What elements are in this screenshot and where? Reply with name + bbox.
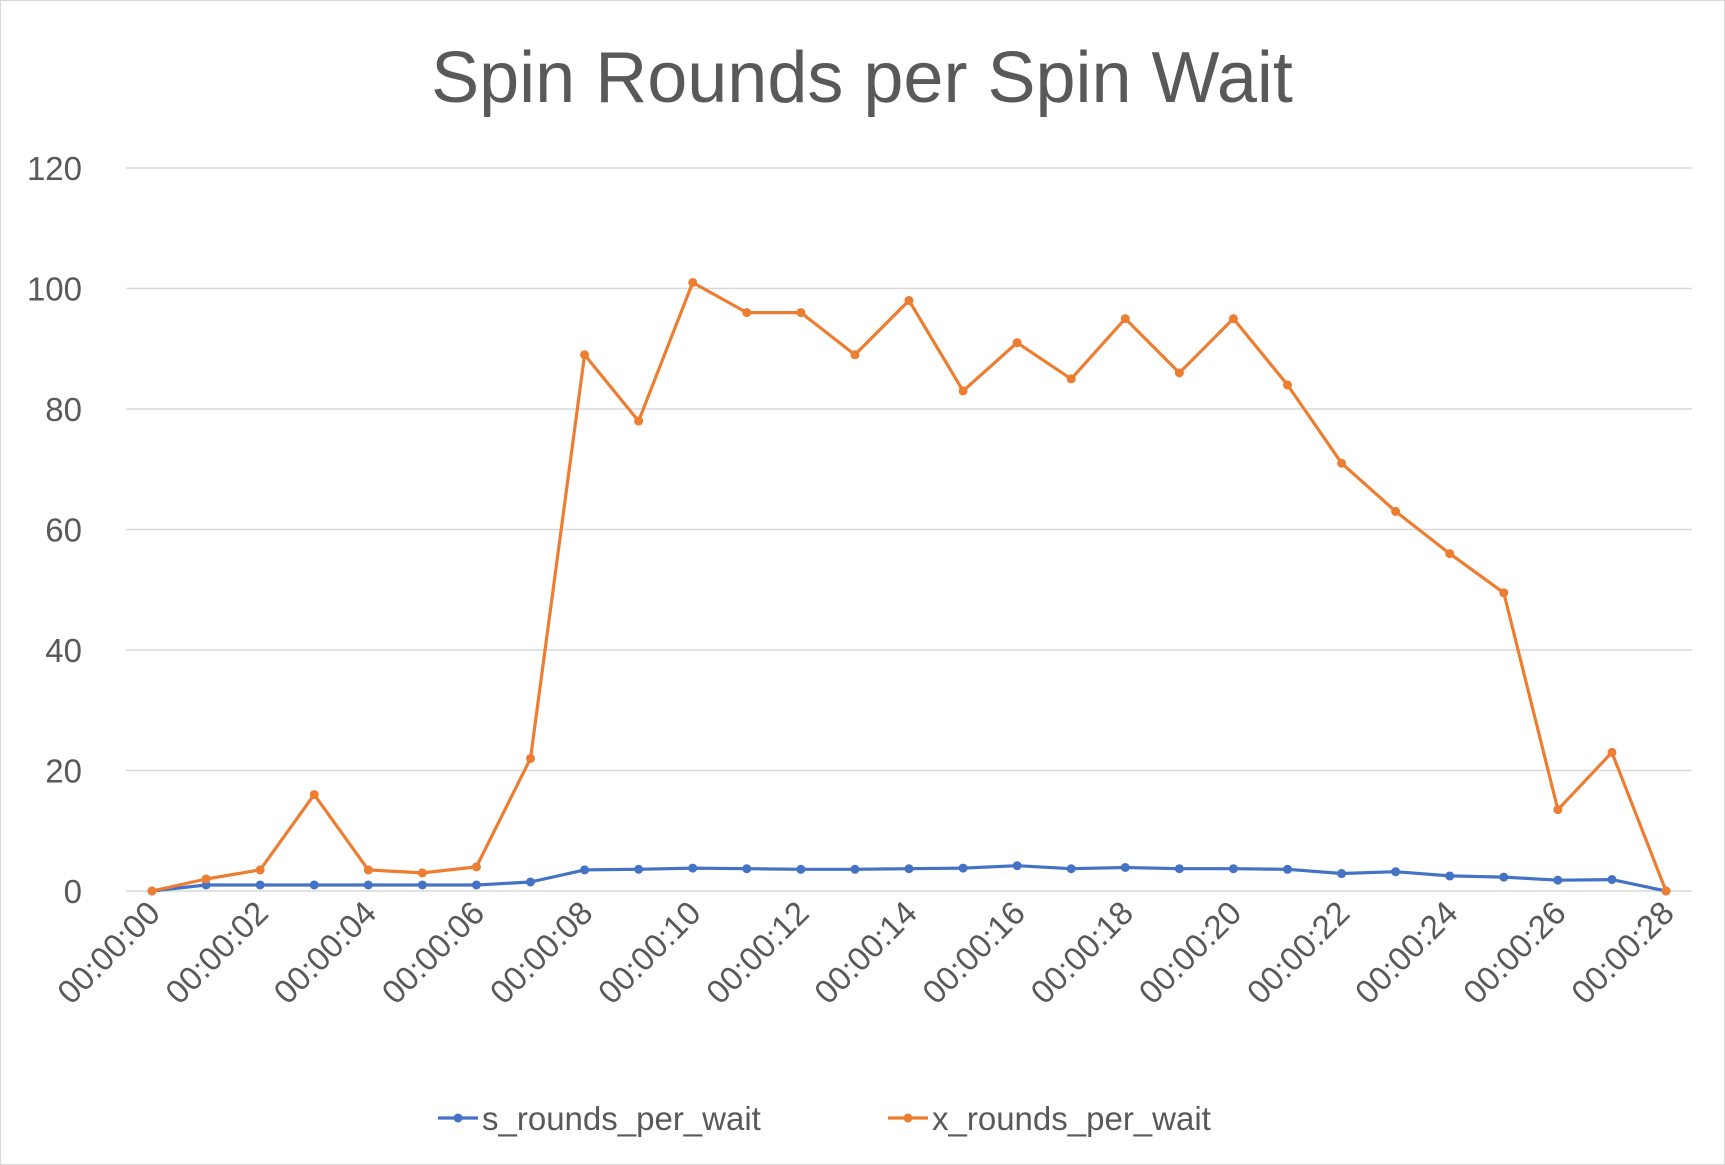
data-point (201, 874, 211, 884)
x-tick-label: 00:00:10 (591, 894, 708, 1011)
legend-swatch-marker (903, 1113, 913, 1123)
data-point (634, 416, 644, 426)
data-point (1391, 867, 1401, 877)
x-tick-label: 00:00:06 (374, 894, 491, 1011)
x-tick-label: 00:00:00 (50, 894, 167, 1011)
data-point (958, 386, 968, 396)
data-point (796, 308, 806, 318)
x-tick-label: 00:00:28 (1564, 894, 1681, 1011)
data-point (1445, 549, 1455, 559)
data-point (1283, 864, 1292, 874)
y-tick-label: 20 (45, 753, 82, 790)
data-point (688, 863, 698, 873)
data-point (958, 863, 968, 873)
x-tick-label: 00:00:20 (1131, 894, 1248, 1011)
data-point (1012, 338, 1022, 348)
series-layer (147, 277, 1671, 896)
y-axis-ticks: 0 20 40 60 80 100 120 (27, 150, 82, 910)
x-tick-label: 00:00:24 (1348, 894, 1465, 1011)
series-x_rounds_per_wait (147, 277, 1671, 896)
data-point (309, 790, 319, 800)
data-point (363, 865, 373, 875)
data-point (417, 868, 427, 878)
chart-title: Spin Rounds per Spin Wait (431, 38, 1293, 118)
legend-swatch-marker (453, 1113, 463, 1123)
data-point (1607, 875, 1617, 885)
data-point (904, 296, 914, 306)
data-point (1174, 864, 1184, 874)
legend-label: s_rounds_per_wait (482, 1100, 761, 1137)
data-point (850, 350, 860, 360)
data-point (526, 877, 535, 887)
data-point (634, 864, 644, 874)
data-point (471, 862, 481, 872)
data-point (255, 880, 265, 890)
data-point (309, 880, 319, 890)
y-tick-label: 0 (64, 873, 82, 910)
data-point (255, 865, 265, 875)
data-point (1066, 864, 1076, 874)
data-point (580, 865, 590, 875)
x-tick-label: 00:00:16 (915, 894, 1032, 1011)
data-point (363, 880, 373, 890)
data-point (417, 880, 427, 890)
x-tick-label: 00:00:22 (1240, 894, 1357, 1011)
x-tick-label: 00:00:26 (1456, 894, 1573, 1011)
legend-label: x_rounds_per_wait (932, 1100, 1211, 1137)
data-point (850, 864, 860, 874)
x-tick-label: 00:00:04 (266, 894, 383, 1011)
legend-item-s_rounds_per_wait: s_rounds_per_wait (438, 1100, 761, 1137)
y-tick-label: 120 (27, 150, 82, 187)
data-point (1445, 871, 1455, 881)
data-point (1499, 588, 1509, 598)
data-point (1228, 864, 1238, 874)
data-point (1391, 506, 1401, 516)
x-axis-ticks: 00:00:0000:00:0200:00:0400:00:0600:00:08… (50, 894, 1681, 1011)
legend: s_rounds_per_wait x_rounds_per_wait (438, 1100, 1211, 1137)
x-tick-label: 00:00:14 (807, 894, 924, 1011)
x-tick-label: 00:00:02 (158, 894, 275, 1011)
data-point (1607, 747, 1617, 757)
data-point (1120, 863, 1130, 873)
data-point (1337, 458, 1347, 468)
data-point (1283, 380, 1292, 390)
data-point (471, 880, 481, 890)
data-point (1661, 886, 1671, 896)
data-point (526, 753, 535, 763)
x-tick-label: 00:00:12 (699, 894, 816, 1011)
data-point (688, 277, 698, 287)
x-tick-label: 00:00:08 (483, 894, 600, 1011)
data-point (796, 864, 806, 874)
data-point (1066, 374, 1076, 384)
x-tick-label: 00:00:18 (1023, 894, 1140, 1011)
data-point (1553, 875, 1563, 885)
data-point (1228, 314, 1238, 324)
y-tick-label: 40 (45, 632, 82, 669)
data-point (742, 308, 752, 318)
data-point (904, 864, 914, 874)
data-point (1499, 872, 1509, 882)
data-point (1174, 368, 1184, 378)
series-line-x_rounds_per_wait (151, 280, 1668, 893)
data-point (147, 886, 157, 896)
data-point (1553, 805, 1563, 815)
y-tick-label: 60 (45, 512, 82, 549)
y-tick-label: 100 (27, 271, 82, 308)
gridlines (126, 167, 1692, 892)
y-tick-label: 80 (45, 391, 82, 428)
data-point (1120, 314, 1130, 324)
data-point (742, 864, 752, 874)
data-point (580, 350, 590, 360)
data-point (1012, 861, 1022, 871)
data-point (1337, 869, 1347, 879)
legend-item-x_rounds_per_wait: x_rounds_per_wait (888, 1100, 1211, 1137)
